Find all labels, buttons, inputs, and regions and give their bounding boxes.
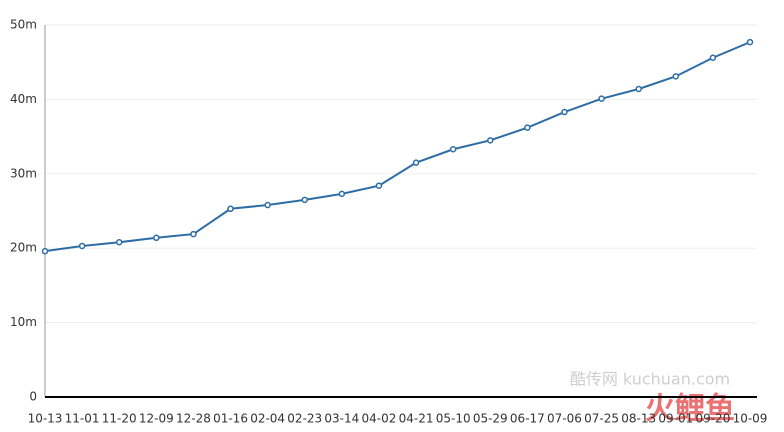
point bbox=[487, 137, 494, 144]
x-tick-label: 07-06 bbox=[547, 412, 582, 426]
x-tick-label: 04-21 bbox=[399, 412, 434, 426]
point bbox=[598, 95, 605, 102]
x-tick-label: 01-16 bbox=[213, 412, 248, 426]
point bbox=[338, 190, 346, 198]
point bbox=[709, 54, 717, 61]
x-tick-label: 11-20 bbox=[102, 412, 137, 426]
series-line bbox=[44, 41, 751, 253]
point bbox=[41, 247, 49, 255]
point bbox=[746, 38, 754, 46]
x-tick-label: 03-14 bbox=[324, 412, 359, 426]
x-tick-label: 09-20 bbox=[695, 412, 730, 426]
x-tick-label: 10-09 bbox=[733, 412, 768, 426]
x-tick-label: 05-29 bbox=[473, 412, 508, 426]
y-tick-label: 10m bbox=[10, 315, 37, 329]
point bbox=[635, 85, 642, 93]
x-tick-label: 10-13 bbox=[28, 412, 63, 426]
point bbox=[115, 238, 123, 246]
x-tick-label: 08-13 bbox=[621, 412, 656, 426]
point bbox=[301, 196, 308, 204]
point bbox=[153, 234, 160, 242]
y-tick-label: 0 bbox=[29, 390, 37, 404]
x-tick-label: 02-04 bbox=[250, 412, 285, 426]
point bbox=[190, 230, 197, 238]
y-tick-label: 40m bbox=[10, 92, 37, 106]
x-tick-label: 11-01 bbox=[65, 412, 100, 426]
point bbox=[412, 159, 420, 166]
x-tick-label: 06-17 bbox=[510, 412, 545, 426]
point bbox=[264, 201, 271, 209]
x-tick-label: 05-10 bbox=[436, 412, 471, 426]
point bbox=[561, 108, 568, 116]
y-tick-label: 50m bbox=[10, 18, 37, 32]
point bbox=[524, 124, 531, 131]
x-tick-label: 02-23 bbox=[287, 412, 322, 426]
watermark: 酷传网 kuchuan.com bbox=[570, 370, 730, 389]
point bbox=[78, 242, 86, 250]
point bbox=[449, 145, 457, 153]
x-tick-label: 12-09 bbox=[139, 412, 174, 426]
point bbox=[227, 205, 234, 213]
x-tick-label: 09-01 bbox=[658, 412, 693, 426]
y-tick-label: 30m bbox=[10, 166, 37, 180]
x-tick-label: 07-25 bbox=[584, 412, 619, 426]
x-tick-label: 12-28 bbox=[176, 412, 211, 426]
point bbox=[672, 73, 680, 80]
x-tick-label: 04-02 bbox=[362, 412, 397, 426]
point bbox=[375, 182, 383, 189]
y-tick-label: 20m bbox=[10, 241, 37, 255]
